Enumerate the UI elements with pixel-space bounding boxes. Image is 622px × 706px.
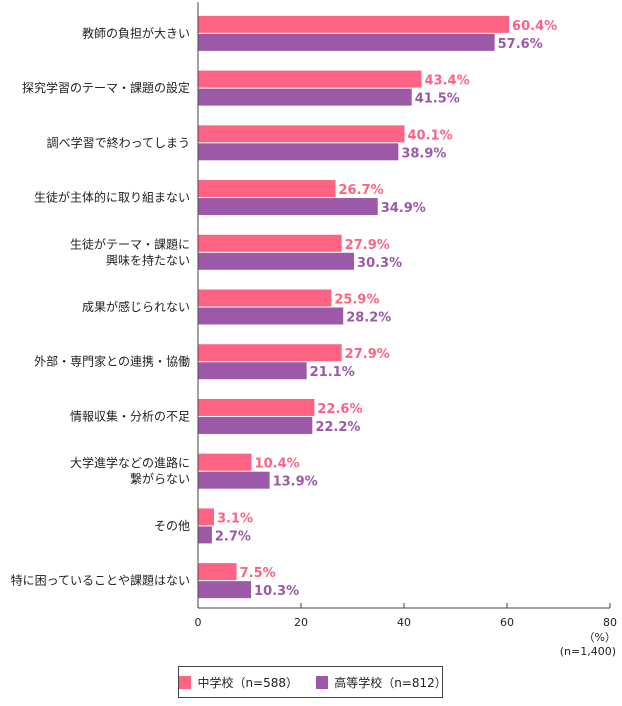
legend-label-high-school: 高等学校（n=812） [334,675,447,690]
legend: 中学校（n=588） 高等学校（n=812） [178,666,447,698]
category-label: その他 [154,519,190,533]
value-label-high-school: 38.9% [401,146,446,161]
bar-high-school [198,471,270,489]
bar-junior-high [198,563,237,581]
value-label-high-school: 34.9% [381,201,426,216]
bar-high-school [198,526,212,544]
category-label: 探究学習のテーマ・課題の設定 [22,80,190,95]
bar-high-school [198,33,495,51]
sample-size-label: (n=1,400) [560,645,616,658]
category-label: 調べ学習で終わってしまう [47,135,190,150]
value-label-high-school: 2.7% [215,529,251,544]
category-label: 大学進学などの進路に繋がらない [70,455,190,486]
legend-item-high-school: 高等学校（n=812） [315,674,447,691]
value-label-junior-high: 7.5% [240,566,276,581]
value-label-junior-high: 43.4% [425,74,470,89]
bar-high-school [198,307,344,325]
category-label: 生徒が主体的に取り組まない [34,190,190,205]
bar-chart: 教師の負担が大きい 60.4% 57.6% 探究学習のテーマ・課題の設定 43.4% 41… [11,2,617,658]
value-label-junior-high: 27.9% [345,238,390,253]
value-label-junior-high: 27.9% [345,347,390,362]
unit-label: （%） [584,631,616,644]
category-label: 生徒がテーマ・課題に興味を持たない [70,236,190,267]
bar-junior-high [198,180,336,198]
bar-junior-high [198,508,214,526]
value-label-junior-high: 26.7% [339,183,384,198]
value-label-high-school: 30.3% [357,256,402,271]
bar-junior-high [198,344,342,362]
x-tick-label: 0 [195,616,202,629]
bar-junior-high [198,453,252,471]
bar-junior-high [198,15,510,33]
value-label-junior-high: 10.4% [255,457,300,472]
category-label: 特に困っていることや課題はない [11,573,190,588]
legend-item-junior-high: 中学校（n=588） [179,674,299,691]
category-label: 成果が感じられない [82,299,190,314]
bar-high-school [198,143,399,161]
value-label-high-school: 41.5% [415,92,460,107]
x-tick-label: 60 [500,616,514,629]
value-label-junior-high: 40.1% [408,128,453,143]
bar-high-school [198,252,355,270]
value-label-high-school: 57.6% [498,37,543,52]
value-label-high-school: 22.2% [315,420,360,435]
x-tick-label: 40 [397,616,411,629]
legend-swatch-high-school [315,675,329,689]
bar-high-school [198,581,252,599]
category-label: 情報収集・分析の不足 [70,408,190,423]
value-label-high-school: 10.3% [254,584,299,599]
bar-high-school [198,88,412,106]
bar-junior-high [198,289,332,307]
bar-high-school [198,362,307,380]
value-label-junior-high: 25.9% [334,293,379,308]
bar-junior-high [198,70,422,88]
value-label-junior-high: 22.6% [317,402,362,417]
value-label-high-school: 28.2% [346,311,391,326]
bar-high-school [198,416,313,434]
bar-high-school [198,198,378,216]
value-label-high-school: 21.1% [310,365,355,380]
bar-junior-high [198,125,405,143]
bar-junior-high [198,234,342,252]
x-tick-label: 80 [603,616,617,629]
value-label-junior-high: 3.1% [217,511,253,526]
x-tick-label: 20 [294,616,308,629]
value-label-high-school: 13.9% [273,475,318,490]
value-label-junior-high: 60.4% [512,19,557,34]
legend-label-junior-high: 中学校（n=588） [197,675,299,690]
category-label: 外部・専門家との連携・協働 [34,354,190,369]
bar-junior-high [198,398,315,416]
legend-swatch-junior-high [179,675,192,689]
category-label: 教師の負担が大きい [82,25,190,40]
